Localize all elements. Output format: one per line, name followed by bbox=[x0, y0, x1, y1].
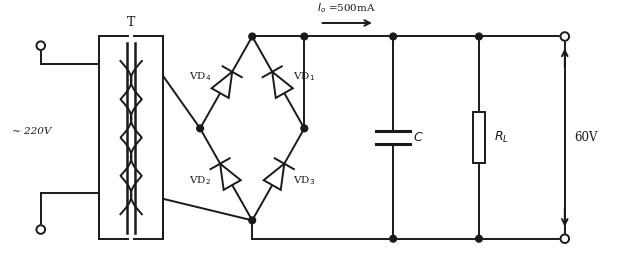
Text: VD$_2$: VD$_2$ bbox=[189, 174, 211, 187]
Text: $I_o$ =500mA: $I_o$ =500mA bbox=[317, 1, 376, 15]
Text: T: T bbox=[127, 16, 135, 29]
Circle shape bbox=[249, 33, 256, 40]
Circle shape bbox=[36, 225, 45, 234]
Polygon shape bbox=[264, 164, 284, 190]
Circle shape bbox=[561, 234, 569, 243]
Circle shape bbox=[301, 33, 308, 40]
Text: VD$_1$: VD$_1$ bbox=[293, 70, 315, 83]
Polygon shape bbox=[211, 72, 232, 98]
Text: $R_L$: $R_L$ bbox=[494, 130, 509, 145]
Circle shape bbox=[197, 125, 204, 132]
Text: ~ 220V: ~ 220V bbox=[12, 127, 51, 136]
Polygon shape bbox=[220, 164, 241, 190]
Circle shape bbox=[249, 217, 256, 224]
Text: $C$: $C$ bbox=[413, 131, 423, 144]
Circle shape bbox=[390, 33, 396, 40]
Circle shape bbox=[390, 235, 396, 242]
Text: VD$_4$: VD$_4$ bbox=[189, 70, 211, 83]
Polygon shape bbox=[272, 72, 293, 98]
FancyBboxPatch shape bbox=[473, 112, 485, 163]
Text: VD$_3$: VD$_3$ bbox=[293, 174, 315, 187]
Circle shape bbox=[36, 41, 45, 50]
Circle shape bbox=[476, 235, 482, 242]
Text: 60V: 60V bbox=[574, 131, 598, 144]
Circle shape bbox=[476, 33, 482, 40]
Circle shape bbox=[561, 32, 569, 41]
Circle shape bbox=[301, 125, 308, 132]
